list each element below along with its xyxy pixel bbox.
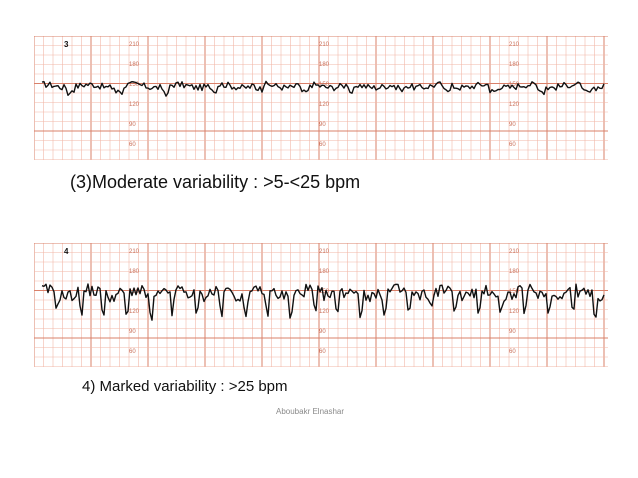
scale-label: 90 xyxy=(319,329,326,335)
grid xyxy=(34,243,608,367)
scale-label: 120 xyxy=(509,309,520,315)
panel-number: 4 xyxy=(64,247,69,256)
caption-moderate-variability: (3)Moderate variability : >5-<25 bpm xyxy=(70,172,361,192)
scale-label: 60 xyxy=(129,142,136,148)
scale-label: 60 xyxy=(129,349,136,355)
scale-label: 180 xyxy=(319,269,330,275)
scale-label: 210 xyxy=(509,249,520,255)
scale-label: 150 xyxy=(319,289,330,295)
scale-label: 60 xyxy=(509,349,516,355)
scale-label: 120 xyxy=(129,309,140,315)
scale-label: 180 xyxy=(129,62,140,68)
scale-label: 210 xyxy=(319,249,330,255)
fhr-trace-line xyxy=(41,283,605,321)
scale-label: 90 xyxy=(509,122,516,128)
scale-label: 90 xyxy=(129,329,136,335)
scale-label: 60 xyxy=(319,349,326,355)
scale-label: 90 xyxy=(509,329,516,335)
scale-label: 180 xyxy=(319,62,330,68)
fhr-trace-line xyxy=(41,80,605,97)
scale-label: 150 xyxy=(129,289,140,295)
scale-label: 210 xyxy=(129,249,140,255)
scale-label: 120 xyxy=(319,102,330,108)
scale-label: 210 xyxy=(509,42,520,48)
grid xyxy=(34,36,608,160)
caption-marked-variability: 4) Marked variability : >25 bpm xyxy=(82,378,288,395)
scale-label: 60 xyxy=(509,142,516,148)
scale-label: 150 xyxy=(129,82,140,88)
scale-label: 150 xyxy=(509,289,520,295)
panel-number: 3 xyxy=(64,40,69,49)
fhr-strip-moderate: 3 210 180 150 120 90 60 210 180 150 120 90 60 210 180 1… xyxy=(34,36,608,160)
scale-label: 120 xyxy=(319,309,330,315)
scale-label: 120 xyxy=(509,102,520,108)
scale-label: 210 xyxy=(129,42,140,48)
fhr-strip-marked: 4 210 180 150 120 90 60 210 180 150 120 90 60 210 180 1… xyxy=(34,243,608,367)
scale-label: 90 xyxy=(319,122,326,128)
scale-label: 90 xyxy=(129,122,136,128)
scale-label: 180 xyxy=(509,62,520,68)
scale-label: 60 xyxy=(319,142,326,148)
scale-label: 180 xyxy=(129,269,140,275)
fhr-tracing-chart: 4 210 180 150 120 90 60 210 180 150 120 90 60 210 180 1… xyxy=(34,243,608,367)
scale-label: 150 xyxy=(509,82,520,88)
fhr-tracing-chart: 3 210 180 150 120 90 60 210 180 150 120 90 60 210 180 1… xyxy=(34,36,608,160)
scale-label: 180 xyxy=(509,269,520,275)
author-credit: Aboubakr Elnashar xyxy=(276,407,345,416)
scale-label: 120 xyxy=(129,102,140,108)
scale-label: 210 xyxy=(319,42,330,48)
